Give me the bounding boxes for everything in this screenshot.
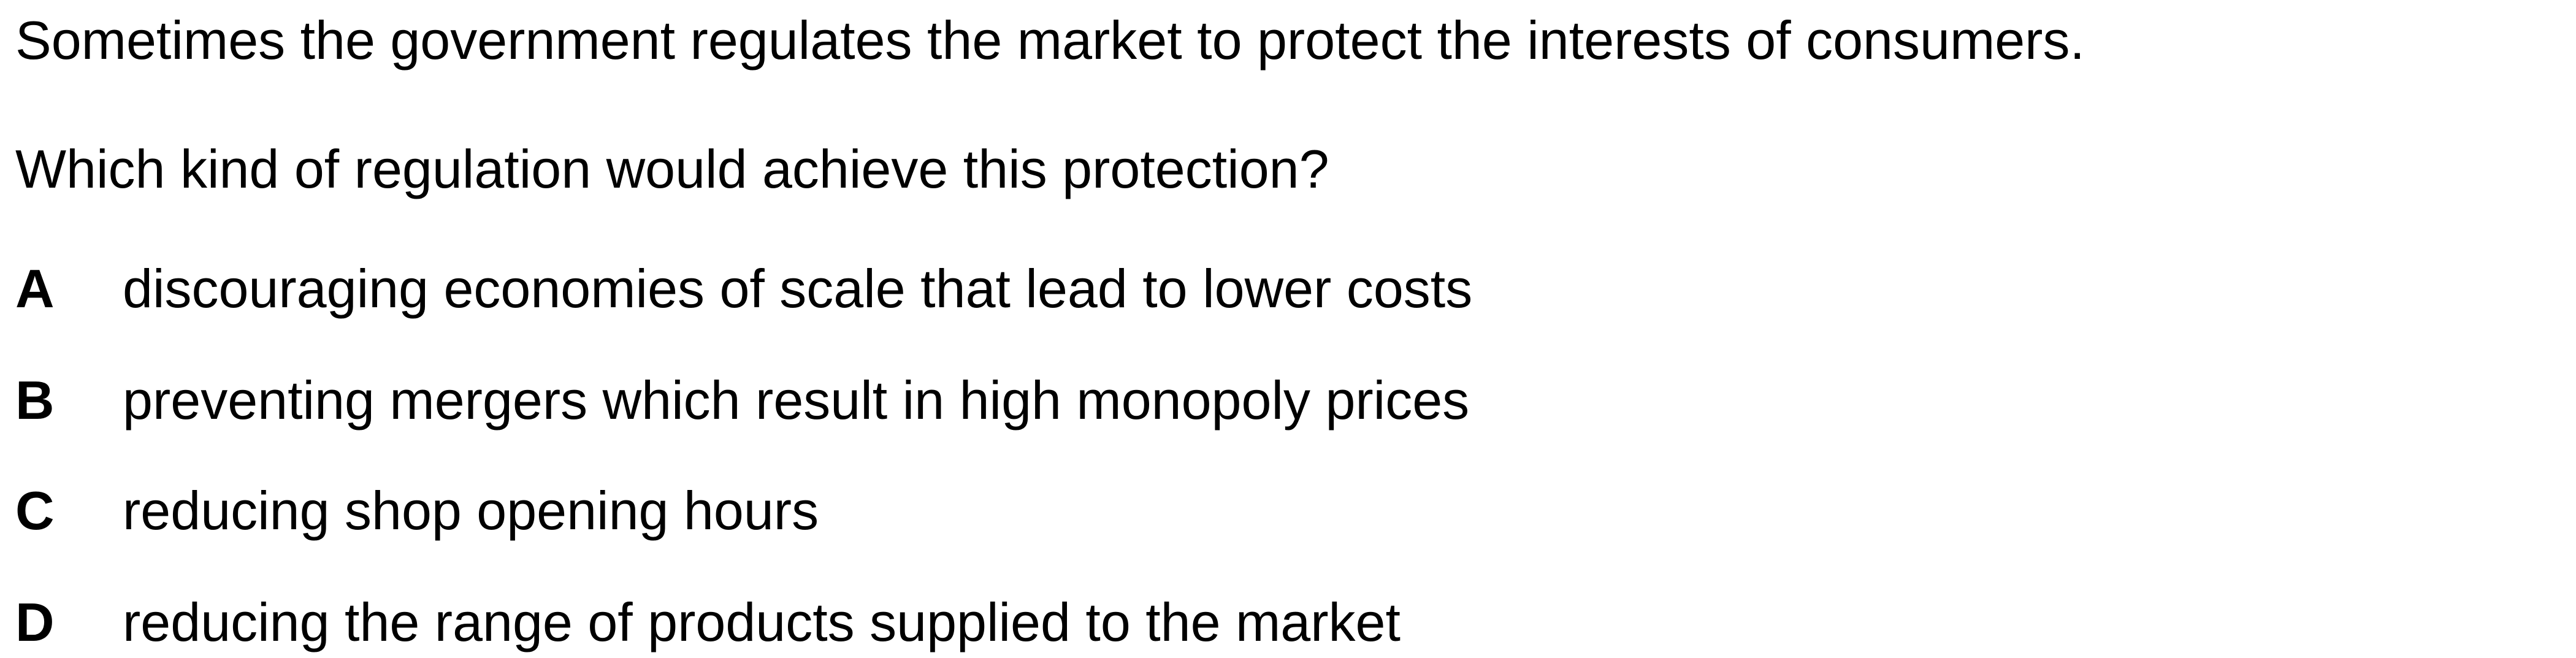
option-text: preventing mergers which result in high … [123,370,1470,430]
question-prompt: Which kind of regulation would achieve t… [15,139,1329,199]
option-letter: A [15,258,55,319]
option-letter: B [15,370,55,430]
option-text: discouraging economies of scale that lea… [123,258,1473,319]
option-text: reducing shop opening hours [123,480,819,541]
question-intro: Sometimes the government regulates the m… [15,10,2085,71]
option-text: reducing the range of products supplied … [123,592,1401,652]
option-letter: D [15,592,55,652]
option-letter: C [15,480,55,541]
